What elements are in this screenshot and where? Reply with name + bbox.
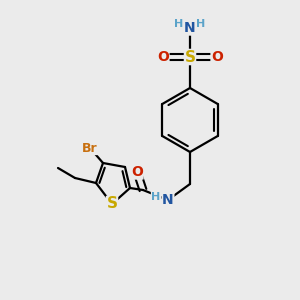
Text: H: H: [152, 192, 160, 202]
Text: O: O: [157, 50, 169, 64]
Text: O: O: [131, 165, 143, 179]
Text: H: H: [196, 19, 206, 29]
Text: Br: Br: [82, 142, 98, 154]
Text: N: N: [162, 193, 174, 207]
Text: O: O: [211, 50, 223, 64]
Text: H: H: [174, 19, 184, 29]
Text: N: N: [184, 21, 196, 35]
Text: S: S: [184, 50, 196, 64]
Text: S: S: [106, 196, 118, 211]
